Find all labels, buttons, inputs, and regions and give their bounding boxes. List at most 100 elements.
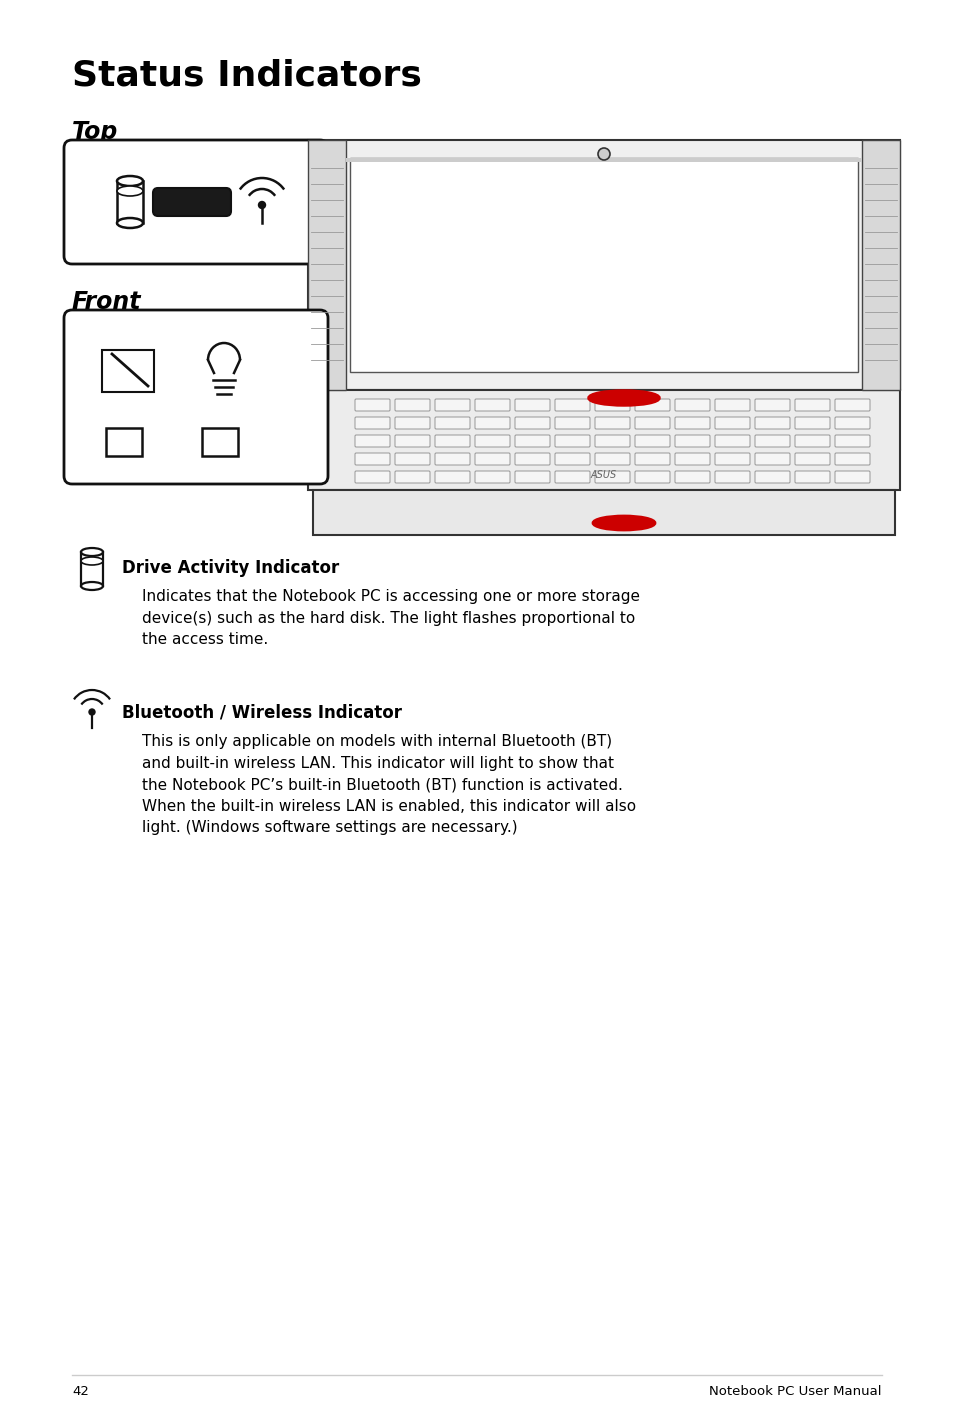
FancyBboxPatch shape — [714, 417, 749, 430]
FancyBboxPatch shape — [355, 417, 390, 430]
FancyBboxPatch shape — [555, 471, 589, 484]
FancyBboxPatch shape — [395, 417, 430, 430]
FancyBboxPatch shape — [515, 417, 550, 430]
Ellipse shape — [81, 557, 103, 564]
FancyBboxPatch shape — [395, 398, 430, 411]
FancyBboxPatch shape — [152, 189, 231, 216]
Text: Drive Activity Indicator: Drive Activity Indicator — [122, 559, 339, 577]
FancyBboxPatch shape — [675, 435, 709, 447]
FancyBboxPatch shape — [64, 311, 328, 484]
FancyBboxPatch shape — [635, 417, 669, 430]
FancyBboxPatch shape — [714, 435, 749, 447]
FancyBboxPatch shape — [834, 417, 869, 430]
FancyBboxPatch shape — [475, 471, 510, 484]
FancyBboxPatch shape — [475, 435, 510, 447]
FancyBboxPatch shape — [595, 471, 629, 484]
FancyBboxPatch shape — [435, 452, 470, 465]
Text: Status Indicators: Status Indicators — [71, 58, 421, 92]
FancyBboxPatch shape — [355, 471, 390, 484]
Bar — [106, 428, 142, 457]
Text: 42: 42 — [71, 1385, 89, 1398]
Bar — [308, 140, 899, 390]
FancyBboxPatch shape — [555, 398, 589, 411]
FancyBboxPatch shape — [395, 452, 430, 465]
FancyBboxPatch shape — [355, 435, 390, 447]
FancyBboxPatch shape — [794, 417, 829, 430]
FancyBboxPatch shape — [675, 452, 709, 465]
Bar — [102, 350, 153, 391]
FancyBboxPatch shape — [435, 417, 470, 430]
FancyBboxPatch shape — [515, 435, 550, 447]
Bar — [346, 157, 862, 162]
FancyBboxPatch shape — [595, 398, 629, 411]
Ellipse shape — [117, 186, 143, 196]
Circle shape — [258, 201, 265, 208]
FancyBboxPatch shape — [635, 471, 669, 484]
FancyBboxPatch shape — [475, 417, 510, 430]
FancyBboxPatch shape — [794, 471, 829, 484]
FancyBboxPatch shape — [64, 140, 328, 264]
FancyBboxPatch shape — [355, 398, 390, 411]
Bar — [308, 140, 346, 390]
Text: Top: Top — [71, 121, 118, 145]
FancyBboxPatch shape — [555, 417, 589, 430]
Bar — [117, 182, 143, 223]
FancyBboxPatch shape — [675, 398, 709, 411]
FancyBboxPatch shape — [555, 435, 589, 447]
Circle shape — [598, 147, 609, 160]
FancyBboxPatch shape — [635, 435, 669, 447]
FancyBboxPatch shape — [834, 435, 869, 447]
Circle shape — [89, 709, 95, 715]
Bar — [202, 428, 237, 457]
FancyBboxPatch shape — [714, 398, 749, 411]
FancyBboxPatch shape — [395, 435, 430, 447]
Bar — [313, 491, 894, 535]
FancyBboxPatch shape — [635, 452, 669, 465]
FancyBboxPatch shape — [834, 398, 869, 411]
FancyBboxPatch shape — [794, 452, 829, 465]
Text: Notebook PC User Manual: Notebook PC User Manual — [709, 1385, 882, 1398]
Bar — [81, 552, 103, 586]
FancyBboxPatch shape — [754, 435, 789, 447]
FancyBboxPatch shape — [515, 452, 550, 465]
Ellipse shape — [593, 516, 655, 530]
FancyBboxPatch shape — [395, 471, 430, 484]
FancyBboxPatch shape — [754, 398, 789, 411]
FancyBboxPatch shape — [675, 471, 709, 484]
FancyBboxPatch shape — [794, 435, 829, 447]
FancyBboxPatch shape — [435, 471, 470, 484]
FancyBboxPatch shape — [475, 398, 510, 411]
FancyBboxPatch shape — [754, 417, 789, 430]
FancyBboxPatch shape — [714, 471, 749, 484]
Ellipse shape — [81, 547, 103, 556]
FancyBboxPatch shape — [515, 471, 550, 484]
Text: Bluetooth / Wireless Indicator: Bluetooth / Wireless Indicator — [122, 703, 401, 722]
FancyBboxPatch shape — [475, 452, 510, 465]
FancyBboxPatch shape — [754, 452, 789, 465]
FancyBboxPatch shape — [515, 398, 550, 411]
FancyBboxPatch shape — [714, 452, 749, 465]
FancyBboxPatch shape — [435, 435, 470, 447]
FancyBboxPatch shape — [595, 417, 629, 430]
Bar — [350, 157, 857, 372]
FancyBboxPatch shape — [794, 398, 829, 411]
Ellipse shape — [81, 581, 103, 590]
FancyBboxPatch shape — [754, 471, 789, 484]
FancyBboxPatch shape — [675, 417, 709, 430]
FancyBboxPatch shape — [595, 452, 629, 465]
FancyBboxPatch shape — [834, 452, 869, 465]
Text: Indicates that the Notebook PC is accessing one or more storage
device(s) such a: Indicates that the Notebook PC is access… — [142, 588, 639, 647]
FancyBboxPatch shape — [555, 452, 589, 465]
FancyBboxPatch shape — [834, 471, 869, 484]
Ellipse shape — [588, 391, 659, 406]
Bar — [862, 140, 899, 390]
Ellipse shape — [117, 218, 143, 228]
FancyBboxPatch shape — [635, 398, 669, 411]
Bar — [308, 390, 899, 491]
FancyBboxPatch shape — [595, 435, 629, 447]
FancyBboxPatch shape — [355, 452, 390, 465]
Text: This is only applicable on models with internal Bluetooth (BT)
and built-in wire: This is only applicable on models with i… — [142, 735, 636, 835]
Text: ASUS: ASUS — [590, 469, 617, 481]
Ellipse shape — [117, 176, 143, 186]
FancyBboxPatch shape — [435, 398, 470, 411]
